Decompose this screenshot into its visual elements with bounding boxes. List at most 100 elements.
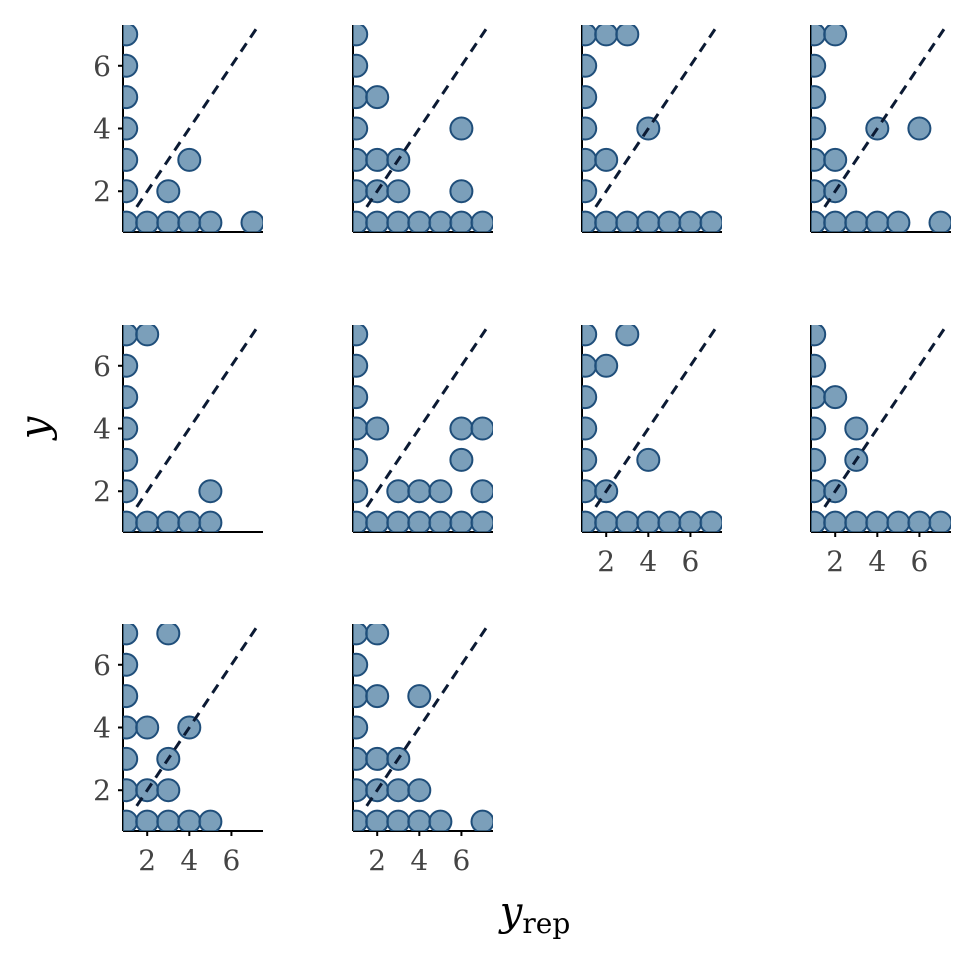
data-point: [123, 416, 139, 441]
data-point: [156, 210, 181, 232]
y-tick-label: 6: [93, 350, 111, 383]
data-point: [198, 809, 223, 831]
data-point: [582, 147, 598, 172]
points: [353, 624, 493, 831]
y-tick-label: 4: [93, 413, 111, 446]
reference-line: [135, 327, 258, 508]
data-point: [823, 510, 848, 532]
data-point: [657, 510, 682, 532]
data-point: [123, 210, 139, 232]
data-point: [407, 809, 432, 831]
data-point: [177, 510, 202, 532]
data-point: [198, 210, 223, 232]
panel-5: 2 4 6: [93, 325, 263, 533]
data-point: [811, 479, 827, 504]
data-point: [844, 210, 869, 232]
data-point: [353, 809, 369, 831]
data-point: [198, 510, 223, 532]
y-tick-label: 6: [93, 649, 111, 682]
data-point: [865, 210, 890, 232]
y-tick-label: 2: [93, 475, 111, 508]
data-point: [811, 210, 827, 232]
x-tick-label: 6: [911, 545, 929, 578]
points: [582, 325, 722, 532]
data-point: [886, 210, 911, 232]
data-point: [582, 353, 598, 378]
x-tick-label: 2: [138, 844, 156, 877]
data-point: [907, 510, 932, 532]
data-point: [823, 147, 848, 172]
data-point: [353, 684, 369, 709]
data-point: [407, 210, 432, 232]
points: [811, 25, 951, 232]
data-point: [582, 53, 598, 78]
data-point: [823, 210, 848, 232]
data-point: [449, 210, 474, 232]
y-tick-label: 4: [93, 712, 111, 745]
panel-6: [352, 325, 493, 533]
data-point: [353, 25, 369, 47]
data-point: [386, 809, 411, 831]
panel-4: [810, 25, 951, 233]
data-point: [353, 510, 369, 532]
data-point: [353, 624, 369, 646]
panel-2: [352, 25, 493, 233]
data-point: [407, 778, 432, 803]
data-point: [353, 147, 369, 172]
data-point: [594, 353, 619, 378]
data-point: [811, 385, 827, 410]
data-point: [594, 25, 619, 47]
data-point: [353, 210, 369, 232]
data-point: [636, 210, 661, 232]
data-point: [811, 447, 827, 472]
data-point: [365, 809, 390, 831]
data-point: [407, 479, 432, 504]
data-point: [699, 510, 722, 532]
data-point: [353, 353, 369, 378]
data-point: [844, 510, 869, 532]
points: [353, 325, 493, 532]
x-tick-label: 2: [597, 545, 615, 578]
data-point: [582, 479, 598, 504]
data-point: [123, 479, 139, 504]
data-point: [353, 179, 369, 204]
data-point: [386, 510, 411, 532]
y-tick-label: 2: [93, 774, 111, 807]
x-tick-label: 6: [682, 545, 700, 578]
data-point: [615, 510, 640, 532]
data-point: [135, 715, 160, 740]
data-point: [353, 479, 369, 504]
data-point: [615, 210, 640, 232]
x-tick-label: 4: [639, 545, 657, 578]
data-point: [386, 210, 411, 232]
data-point: [823, 25, 848, 47]
data-point: [365, 147, 390, 172]
data-point: [811, 353, 827, 378]
data-point: [582, 510, 598, 532]
data-point: [135, 809, 160, 831]
data-point: [615, 25, 640, 47]
data-point: [365, 416, 390, 441]
y-axis-title: y: [12, 415, 58, 441]
data-point: [582, 85, 598, 110]
data-point: [582, 447, 598, 472]
data-point: [386, 479, 411, 504]
reference-line: [365, 327, 488, 508]
data-point: [156, 778, 181, 803]
panel-3: [581, 25, 722, 233]
data-point: [353, 746, 369, 771]
data-point: [123, 684, 139, 709]
data-point: [123, 809, 139, 831]
data-point: [582, 25, 598, 47]
data-point: [470, 210, 493, 232]
data-point: [353, 325, 369, 347]
data-point: [678, 210, 703, 232]
data-point: [844, 416, 869, 441]
data-point: [594, 147, 619, 172]
reference-line: [365, 626, 488, 807]
